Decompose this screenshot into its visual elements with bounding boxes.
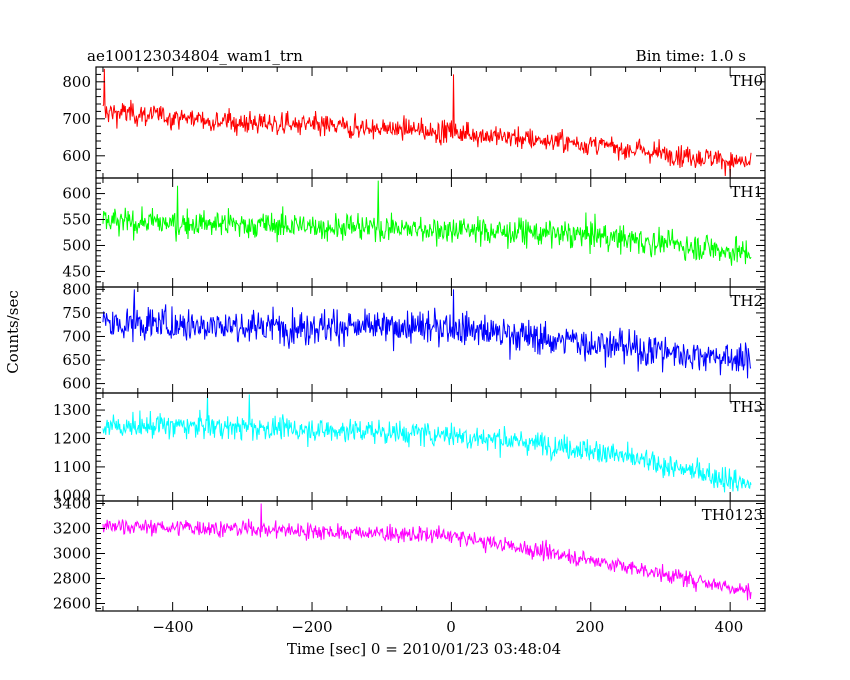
panel-th1: 450 500 550 600 TH1 [62,177,766,288]
y-tick-label: 700 [62,110,91,128]
panel-name-label: TH2 [730,292,763,310]
series-line-th0 [102,68,752,177]
panel-th2: 600 650 700 750 800 TH2 [62,280,766,394]
series-line-th1 [102,180,752,266]
x-tick-label: 200 [576,618,605,636]
y-tick-label: 1100 [53,458,91,476]
y-tick-label: 600 [62,375,91,393]
series-line-th3 [102,394,752,493]
x-tick-label: −200 [291,618,332,636]
y-tick-label: 3200 [53,520,91,538]
series-line-th0123 [102,503,752,601]
panel-th3: 1000 1100 1200 1300 TH3 [53,392,766,504]
panel-name-label: TH1 [730,183,763,201]
series-line-th2 [102,289,752,379]
y-tick-label: 1200 [53,429,91,447]
y-tick-label: 600 [62,185,91,203]
y-axis-label: Counts/sec [4,290,22,374]
y-tick-label: 550 [62,211,91,229]
panel-th0: 600 700 800 TH0 [62,66,766,179]
x-tick-label: 0 [446,618,456,636]
y-tick-label: 1300 [53,401,91,419]
y-tick-label: 2600 [53,595,91,613]
panel-th0123: 2600 2800 3000 3200 3400 TH0123 [53,495,766,613]
y-tick-label: 800 [62,280,91,298]
y-tick-label: 450 [62,262,91,280]
x-axis-label: Time [sec] 0 = 2010/01/23 03:48:04 [287,640,561,658]
panel-frame [95,66,766,179]
y-tick-label: 800 [62,73,91,91]
bin-time-label: Bin time: 1.0 s [636,47,746,65]
y-tick-label: 500 [62,236,91,254]
y-tick-label: 2800 [53,570,91,588]
panel-frame [95,177,766,288]
y-tick-label: 3000 [53,545,91,563]
panel-frame [95,500,766,612]
chart-title: ae100123034804_wam1_trn [87,47,303,65]
x-tick-labels: −400 −200 0 200 400 [152,618,743,636]
y-tick-label: 750 [62,304,91,322]
x-tick-label: 400 [715,618,744,636]
y-tick-label: 3400 [53,495,91,513]
panel-name-label: TH0 [730,72,763,90]
y-tick-label: 700 [62,327,91,345]
panel-frame [95,392,766,502]
x-tick-label: −400 [152,618,193,636]
panel-name-label: TH0123 [702,506,763,524]
y-tick-label: 650 [62,351,91,369]
panel-name-label: TH3 [730,398,763,416]
y-tick-label: 1000 [53,486,91,504]
y-tick-label: 600 [62,147,91,165]
